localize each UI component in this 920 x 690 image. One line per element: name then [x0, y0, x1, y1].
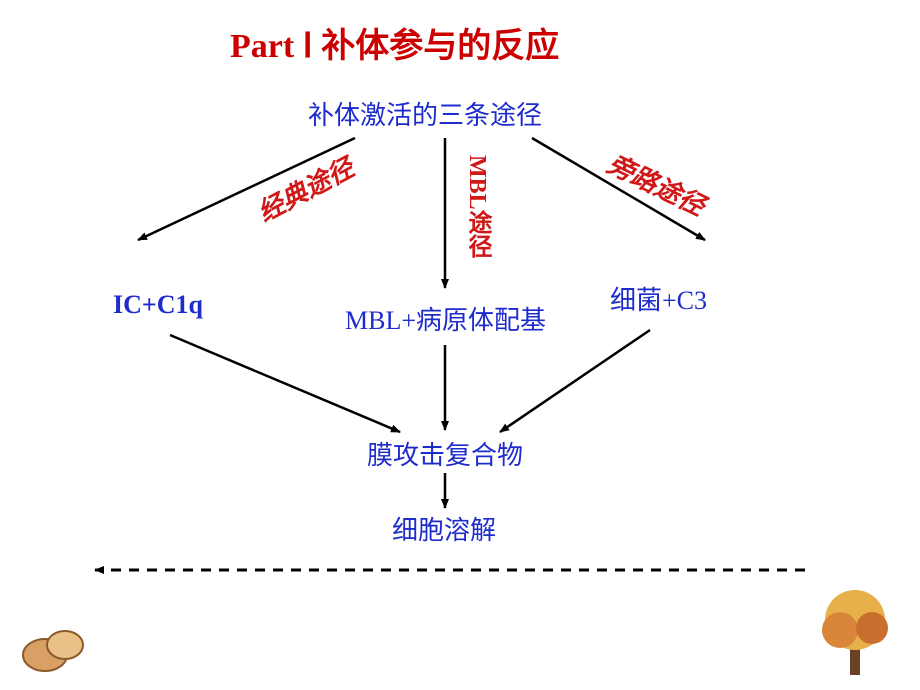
node-lysis: 细胞溶解: [392, 510, 496, 547]
arrow-5: [500, 330, 650, 432]
node-mac: 膜攻击复合物: [367, 435, 523, 472]
node-root: 补体激活的三条途径: [308, 95, 542, 132]
path-label-mbl: MBL途径: [460, 155, 495, 258]
arrow-3: [170, 335, 400, 432]
node-middle: MBL+病原体配基: [345, 300, 546, 337]
node-left: IC+C1q: [113, 290, 203, 320]
path-label-classical: 经典途径: [250, 148, 359, 230]
node-right: 细菌+C3: [610, 280, 707, 317]
path-label-alternative: 旁路途径: [602, 144, 712, 223]
page-title: Part Ⅰ 补体参与的反应: [230, 18, 559, 67]
